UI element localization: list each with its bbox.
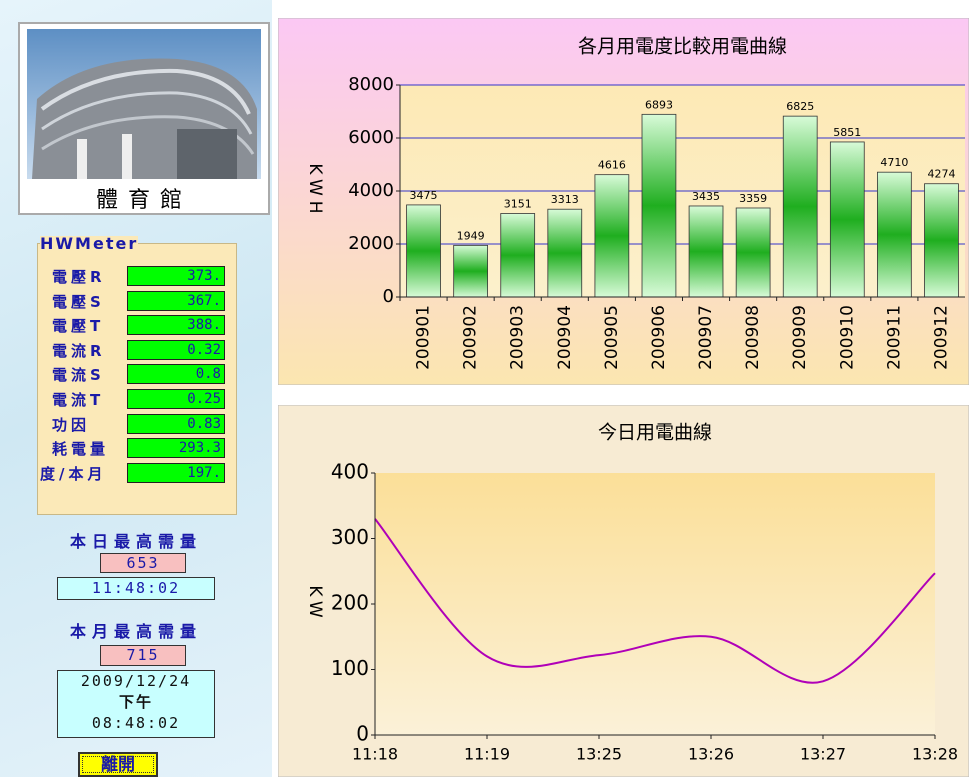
y-tick-label: 300 <box>331 525 369 549</box>
bar <box>594 174 630 298</box>
monthly-peak-value: 715 <box>100 645 186 666</box>
meter-value: 373. <box>127 266 225 286</box>
monthly-chart: 各月用電度比較用電曲線 KWH 0 2000 4000 6000 8000 3475 20090… <box>278 18 969 385</box>
meter-label: 電壓S <box>52 292 105 311</box>
chart-title: 今日用電曲線 <box>598 422 712 444</box>
meter-title: HWMeter <box>40 234 139 253</box>
bar <box>735 207 771 298</box>
monthly-peak-period: 下午 <box>118 693 153 711</box>
meter-value: 0.8 <box>127 364 225 385</box>
meter-value: 388. <box>127 315 225 336</box>
meter-label: 電流T <box>52 391 105 409</box>
x-tick-label: 200905 <box>602 305 622 370</box>
meter-value: 197. <box>127 462 225 483</box>
y-axis-label: KW <box>305 585 325 622</box>
y-tick-label: 100 <box>331 656 369 680</box>
y-tick-label: 400 <box>331 460 369 484</box>
meter-label: 電壓R <box>52 268 106 286</box>
daily-peak-title: 本日最高需量 <box>69 532 202 551</box>
meter-label: 度/本月 <box>40 464 107 483</box>
plot-area <box>375 473 935 735</box>
meter-value: 367. <box>127 290 225 311</box>
value-label: 4616 <box>598 159 626 172</box>
monthly-peak-date: 2009/12/24 <box>80 672 192 690</box>
x-tick-label: 200909 <box>790 305 810 370</box>
bar <box>406 204 441 298</box>
x-tick-label: 13:25 <box>576 745 622 764</box>
x-tick-label: 13:28 <box>912 745 958 764</box>
value-label: 6893 <box>645 98 673 111</box>
bar <box>453 244 488 298</box>
bar <box>924 183 959 298</box>
y-tick-label: 0 <box>383 286 394 307</box>
photo-frame: 體育館 <box>18 22 270 215</box>
x-tick-label: 200911 <box>884 305 904 370</box>
x-tick-label: 200903 <box>508 305 528 370</box>
value-label: 6825 <box>786 100 814 113</box>
meter-value: 0.32 <box>127 339 225 360</box>
meter-label: 電流R <box>52 341 106 360</box>
bar <box>641 113 677 298</box>
meter-label: 電流S <box>52 366 105 385</box>
value-label: 1949 <box>457 229 485 242</box>
meter-label: 電壓T <box>52 317 105 336</box>
value-label: 3359 <box>739 192 767 205</box>
photo-caption: 體育館 <box>95 188 192 213</box>
x-tick-label: 200910 <box>837 305 857 370</box>
bar <box>688 205 724 298</box>
meter-label: 功因 <box>52 415 91 434</box>
side-panel: 體育館 HWMeter 本日最高需量 653 11:48:02 本月最高需量 7… <box>0 0 272 777</box>
meter-label: 耗電量 <box>52 440 110 459</box>
y-tick-label: 4000 <box>348 180 394 201</box>
daily-peak-value: 653 <box>100 553 186 573</box>
x-tick-label: 200908 <box>743 305 763 370</box>
line <box>374 518 936 684</box>
chart-title: 各月用電度比較用電曲線 <box>578 36 787 58</box>
monthly-peak-time: 08:48:02 <box>91 714 181 732</box>
value-label: 5851 <box>833 126 861 139</box>
x-tick-label: 200904 <box>555 305 575 370</box>
monthly-peak-title: 本月最高需量 <box>69 622 202 641</box>
bar <box>547 208 583 298</box>
x-tick-label: 11:18 <box>352 745 398 764</box>
meter-value: 293.3 <box>127 438 225 459</box>
meter-value: 0.25 <box>127 389 225 409</box>
bar <box>829 141 865 298</box>
y-tick-label: 0 <box>356 722 369 746</box>
value-label: 3151 <box>504 197 532 210</box>
y-tick-label: 6000 <box>348 127 394 148</box>
bar <box>782 115 818 298</box>
monthly-peak-box: 2009/12/24 下午 08:48:02 <box>57 670 215 738</box>
daily-chart: 今日用電曲線 KW 0 100 200 300 400 11:18 11:19 13:25 13:2… <box>278 405 969 777</box>
value-label: 3435 <box>692 190 720 203</box>
y-tick-label: 200 <box>331 591 369 615</box>
x-tick-label: 200901 <box>414 305 434 370</box>
value-label: 4274 <box>927 168 955 181</box>
y-axis-label: KWH <box>305 163 325 218</box>
y-tick-label: 8000 <box>348 74 394 95</box>
value-label: 3313 <box>551 193 579 206</box>
x-tick-label: 13:27 <box>800 745 846 764</box>
exit-button[interactable]: 離開 <box>78 752 158 777</box>
daily-peak-time: 11:48:02 <box>57 577 215 600</box>
x-tick-label: 200906 <box>649 305 669 370</box>
value-label: 4710 <box>880 156 908 169</box>
x-tick-label: 200912 <box>931 305 951 370</box>
x-tick-label: 200902 <box>461 305 481 370</box>
x-tick-label: 200907 <box>696 305 716 370</box>
bar <box>877 171 912 298</box>
meter-value: 0.83 <box>127 413 225 434</box>
bar <box>500 213 536 298</box>
value-label: 3475 <box>410 189 438 202</box>
photo <box>27 29 261 179</box>
x-tick-label: 13:26 <box>688 745 734 764</box>
y-tick-label: 2000 <box>348 233 394 254</box>
x-tick-label: 11:19 <box>464 745 510 764</box>
